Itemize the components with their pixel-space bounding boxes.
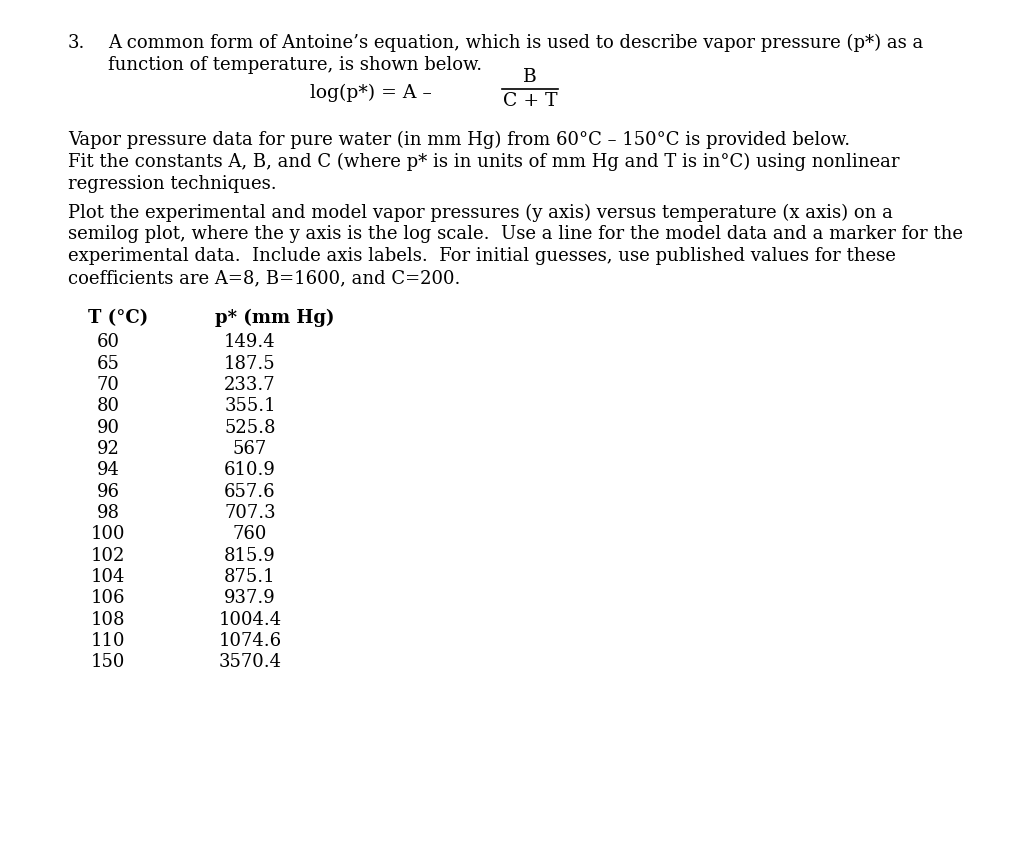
Text: 149.4: 149.4 xyxy=(224,333,275,351)
Text: T (°C): T (°C) xyxy=(88,309,148,327)
Text: 525.8: 525.8 xyxy=(224,419,275,437)
Text: 610.9: 610.9 xyxy=(224,462,275,480)
Text: 98: 98 xyxy=(96,504,120,522)
Text: semilog plot, where the y axis is the log scale.  Use a line for the model data : semilog plot, where the y axis is the lo… xyxy=(68,226,963,244)
Text: 760: 760 xyxy=(232,525,267,543)
Text: experimental data.  Include axis labels.  For initial guesses, use published val: experimental data. Include axis labels. … xyxy=(68,247,896,265)
Text: 3570.4: 3570.4 xyxy=(218,653,282,671)
Text: regression techniques.: regression techniques. xyxy=(68,175,276,193)
Text: 707.3: 707.3 xyxy=(224,504,275,522)
Text: 657.6: 657.6 xyxy=(224,482,275,500)
Text: 150: 150 xyxy=(91,653,125,671)
Text: C + T: C + T xyxy=(503,92,557,110)
Text: 815.9: 815.9 xyxy=(224,547,275,565)
Text: Vapor pressure data for pure water (in mm Hg) from 60°C – 150°C is provided belo: Vapor pressure data for pure water (in m… xyxy=(68,130,850,149)
Text: 937.9: 937.9 xyxy=(224,589,275,607)
Text: 92: 92 xyxy=(96,440,120,458)
Text: B: B xyxy=(523,68,537,86)
Text: Fit the constants A, B, and C (where p* is in units of mm Hg and T is in°C) usin: Fit the constants A, B, and C (where p* … xyxy=(68,153,899,171)
Text: 90: 90 xyxy=(96,419,120,437)
Text: Plot the experimental and model vapor pressures (y axis) versus temperature (x a: Plot the experimental and model vapor pr… xyxy=(68,203,893,221)
Text: 106: 106 xyxy=(91,589,125,607)
Text: 567: 567 xyxy=(232,440,267,458)
Text: 102: 102 xyxy=(91,547,125,565)
Text: 60: 60 xyxy=(96,333,120,351)
Text: 1004.4: 1004.4 xyxy=(218,611,282,629)
Text: 233.7: 233.7 xyxy=(224,376,275,394)
Text: A common form of Antoine’s equation, which is used to describe vapor pressure (p: A common form of Antoine’s equation, whi… xyxy=(108,34,924,52)
Text: 104: 104 xyxy=(91,568,125,586)
Text: log(p*) = A –: log(p*) = A – xyxy=(310,84,432,102)
Text: 96: 96 xyxy=(96,482,120,500)
Text: function of temperature, is shown below.: function of temperature, is shown below. xyxy=(108,56,482,74)
Text: 65: 65 xyxy=(96,354,120,372)
Text: coefficients are A=8, B=1600, and C=200.: coefficients are A=8, B=1600, and C=200. xyxy=(68,269,461,287)
Text: p* (mm Hg): p* (mm Hg) xyxy=(215,309,335,327)
Text: 70: 70 xyxy=(96,376,120,394)
Text: 1074.6: 1074.6 xyxy=(218,632,282,650)
Text: 3.: 3. xyxy=(68,34,85,52)
Text: 94: 94 xyxy=(96,462,120,480)
Text: 875.1: 875.1 xyxy=(224,568,275,586)
Text: 187.5: 187.5 xyxy=(224,354,275,372)
Text: 110: 110 xyxy=(91,632,125,650)
Text: 108: 108 xyxy=(91,611,125,629)
Text: 100: 100 xyxy=(91,525,125,543)
Text: 355.1: 355.1 xyxy=(224,397,275,415)
Text: 80: 80 xyxy=(96,397,120,415)
